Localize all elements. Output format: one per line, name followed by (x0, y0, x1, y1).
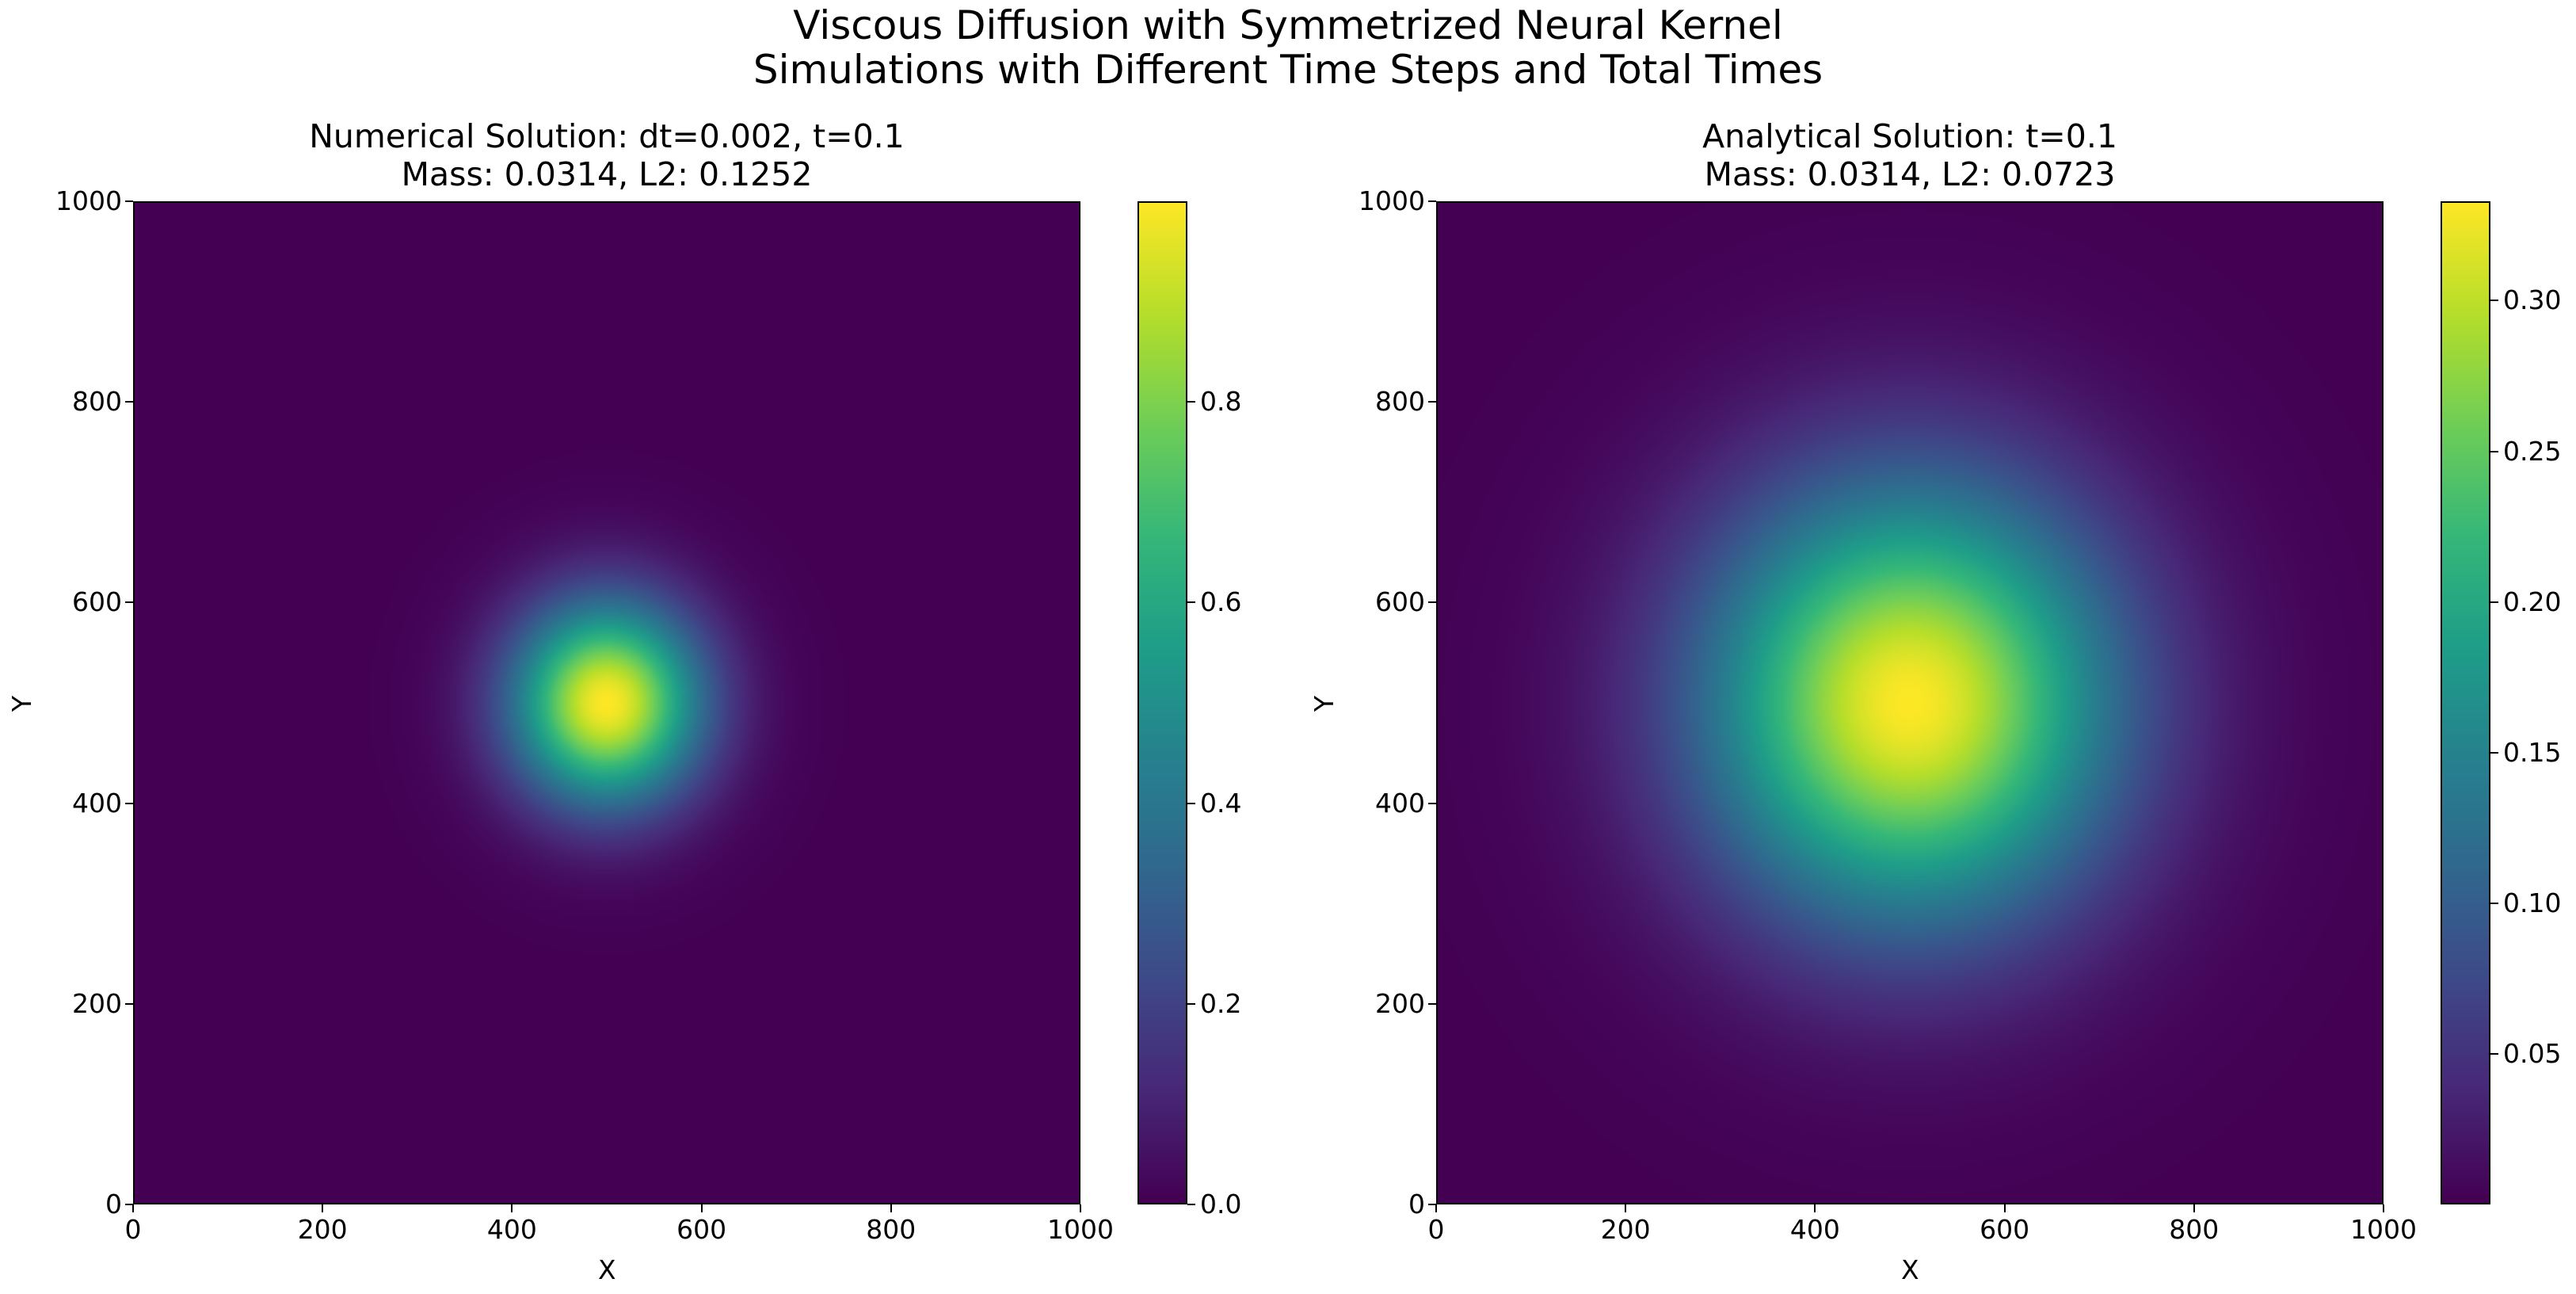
panel1-x-axis-label: X (598, 1254, 616, 1285)
panel1-colorbar (1137, 201, 1187, 1204)
colorbar-tick-label: 0.25 (2503, 435, 2562, 467)
x-tick-label: 200 (1600, 1214, 1651, 1245)
y-tick-label: 1000 (1358, 185, 1425, 216)
panel2-y-axis-label: Y (1309, 695, 1340, 712)
colorbar-tick-label: 0.20 (2503, 586, 2562, 617)
colorbar-tick-label: 0.2 (1200, 987, 1242, 1019)
y-tick-label: 400 (1375, 787, 1425, 819)
colorbar-tick-mark (1187, 401, 1195, 403)
y-tick-label: 800 (72, 386, 122, 418)
x-tick-label: 400 (486, 1214, 537, 1245)
y-tick-label: 200 (72, 987, 122, 1019)
x-tick-label: 200 (297, 1214, 348, 1245)
x-tick-mark (1080, 1204, 1081, 1212)
colorbar-tick-label: 0.30 (2503, 284, 2562, 316)
panel2-heatmap (1436, 201, 2384, 1204)
x-tick-mark (890, 1204, 892, 1212)
y-tick-mark (125, 1204, 133, 1205)
colorbar-tick-mark (1187, 1002, 1195, 1005)
y-tick-mark (125, 401, 133, 403)
x-tick-mark (322, 1204, 324, 1212)
panel1-title-line2: Mass: 0.0314, L2: 0.1252 (401, 155, 813, 193)
y-tick-mark (1428, 1204, 1436, 1205)
colorbar-tick-mark (2490, 300, 2498, 302)
colorbar-tick-mark (1187, 1204, 1195, 1205)
panel2-x-axis-label: X (1901, 1254, 1919, 1285)
colorbar-tick-mark (2490, 751, 2498, 754)
y-tick-label: 0 (105, 1189, 122, 1220)
x-tick-mark (2193, 1204, 2195, 1212)
y-tick-label: 600 (72, 586, 122, 618)
y-tick-mark (1428, 802, 1436, 804)
figure-title-line1: Viscous Diffusion with Symmetrized Neura… (793, 2, 1783, 48)
x-tick-mark (1435, 1204, 1437, 1212)
x-tick-mark (1625, 1204, 1627, 1212)
y-tick-label: 600 (1375, 586, 1425, 618)
y-tick-label: 400 (72, 787, 122, 819)
y-tick-mark (1428, 401, 1436, 403)
y-tick-mark (1428, 1002, 1436, 1005)
colorbar-tick-mark (1187, 802, 1195, 804)
x-tick-label: 600 (676, 1214, 727, 1245)
panel1-y-axis-label: Y (6, 695, 38, 712)
x-tick-mark (511, 1204, 513, 1212)
x-tick-mark (132, 1204, 134, 1212)
x-tick-label: 1000 (1047, 1214, 1114, 1245)
x-tick-label: 400 (1789, 1214, 1840, 1245)
y-tick-label: 0 (1408, 1189, 1425, 1220)
figure-title-line2: Simulations with Different Time Steps an… (753, 47, 1823, 93)
colorbar-tick-mark (2490, 902, 2498, 904)
colorbar-tick-label: 0.6 (1200, 586, 1242, 618)
y-tick-mark (1428, 200, 1436, 202)
y-tick-mark (125, 200, 133, 202)
x-tick-mark (2003, 1204, 2006, 1212)
colorbar-tick-label: 0.10 (2503, 887, 2562, 918)
panel2-title-line2: Mass: 0.0314, L2: 0.0723 (1704, 155, 2116, 193)
y-tick-label: 800 (1375, 386, 1425, 418)
y-tick-mark (125, 601, 133, 604)
panel1-title-line1: Numerical Solution: dt=0.002, t=0.1 (309, 117, 905, 155)
panel2-colorbar (2441, 201, 2490, 1204)
y-tick-label: 200 (1375, 987, 1425, 1019)
y-tick-label: 1000 (55, 185, 122, 216)
y-tick-mark (125, 802, 133, 804)
colorbar-tick-mark (1187, 601, 1195, 604)
colorbar-tick-label: 0.15 (2503, 736, 2562, 768)
x-tick-mark (2383, 1204, 2384, 1212)
colorbar-tick-label: 0.8 (1200, 386, 1242, 418)
x-tick-label: 600 (1980, 1214, 2030, 1245)
x-tick-mark (700, 1204, 703, 1212)
colorbar-tick-label: 0.4 (1200, 787, 1242, 819)
colorbar-tick-mark (2490, 601, 2498, 603)
x-tick-label: 0 (1427, 1214, 1445, 1245)
colorbar-tick-mark (2490, 1052, 2498, 1055)
x-tick-mark (1814, 1204, 1816, 1212)
panel2-title-line1: Analytical Solution: t=0.1 (1702, 117, 2117, 155)
colorbar-tick-label: 0.05 (2503, 1037, 2562, 1069)
x-tick-label: 800 (866, 1214, 916, 1245)
y-tick-mark (125, 1002, 133, 1005)
colorbar-tick-mark (2490, 450, 2498, 452)
x-tick-label: 1000 (2350, 1214, 2417, 1245)
panel1-heatmap (133, 201, 1080, 1204)
x-tick-label: 800 (2169, 1214, 2220, 1245)
y-tick-mark (1428, 601, 1436, 604)
colorbar-tick-label: 0.0 (1200, 1189, 1242, 1220)
x-tick-label: 0 (124, 1214, 142, 1245)
